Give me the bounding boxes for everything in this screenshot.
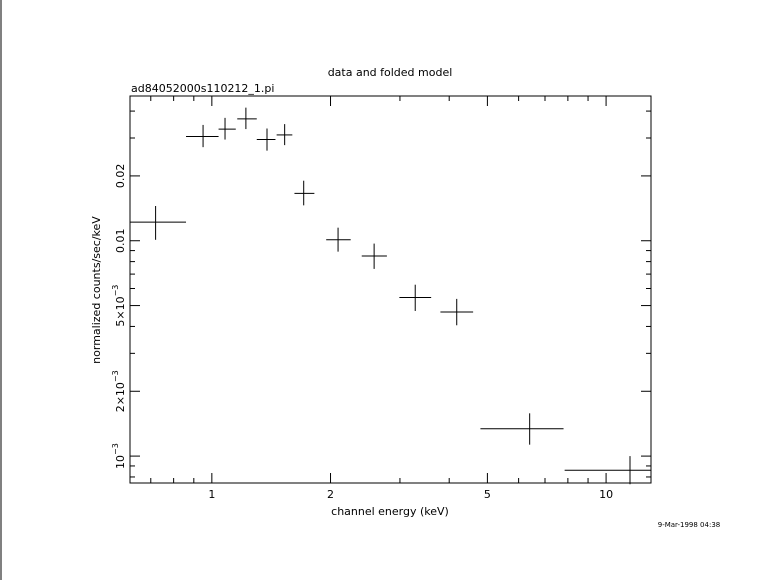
data-point xyxy=(480,413,564,445)
data-point xyxy=(564,456,651,485)
plot-area xyxy=(129,95,652,484)
y-tick-label-mantissa: 0.01 xyxy=(114,228,127,253)
data-point xyxy=(130,205,187,240)
x-tick-label: 2 xyxy=(327,488,334,501)
y-tick-label: 5×10−3 xyxy=(111,285,127,327)
y-tick-label-mantissa: 0.02 xyxy=(114,164,127,189)
y-axis-ticks xyxy=(130,110,651,478)
data-points xyxy=(130,107,651,485)
y-tick-label-mantissa: 2×10 xyxy=(114,382,127,412)
x-tick-label: 10 xyxy=(599,488,613,501)
data-point xyxy=(399,284,432,311)
y-tick-label: 0.01 xyxy=(114,228,127,253)
x-axis-ticks xyxy=(150,96,607,483)
y-axis-label: normalized counts/sec/keV xyxy=(90,216,103,364)
data-point xyxy=(440,298,474,326)
y-tick-label: 10−3 xyxy=(111,443,127,469)
y-tick-labels: 10−32×10−35×10−30.010.02 xyxy=(111,164,127,469)
chart-subtitle: ad84052000s110212_1.pi xyxy=(131,82,274,95)
data-point xyxy=(276,124,293,146)
y-tick-label-exponent: −3 xyxy=(111,443,120,455)
data-point xyxy=(294,180,315,206)
data-point xyxy=(361,243,387,269)
data-point xyxy=(326,227,351,252)
data-point xyxy=(186,124,219,148)
chart-title: data and folded model xyxy=(328,66,453,79)
data-point xyxy=(256,128,276,151)
y-tick-label-mantissa: 10 xyxy=(114,455,127,469)
y-tick-label-exponent: −3 xyxy=(111,285,120,297)
y-tick-label: 0.02 xyxy=(114,164,127,189)
x-tick-label: 5 xyxy=(484,488,491,501)
x-tick-label: 1 xyxy=(208,488,215,501)
data-point xyxy=(237,107,257,130)
x-tick-labels: 1 2 5 10 xyxy=(208,488,613,501)
y-tick-label-mantissa: 5×10 xyxy=(114,296,127,326)
x-axis-label: channel energy (keV) xyxy=(331,505,449,518)
y-tick-label: 2×10−3 xyxy=(111,370,127,412)
data-point xyxy=(218,117,236,140)
y-tick-label-exponent: −3 xyxy=(111,370,120,382)
timestamp: 9-Mar-1998 04:38 xyxy=(658,521,720,529)
